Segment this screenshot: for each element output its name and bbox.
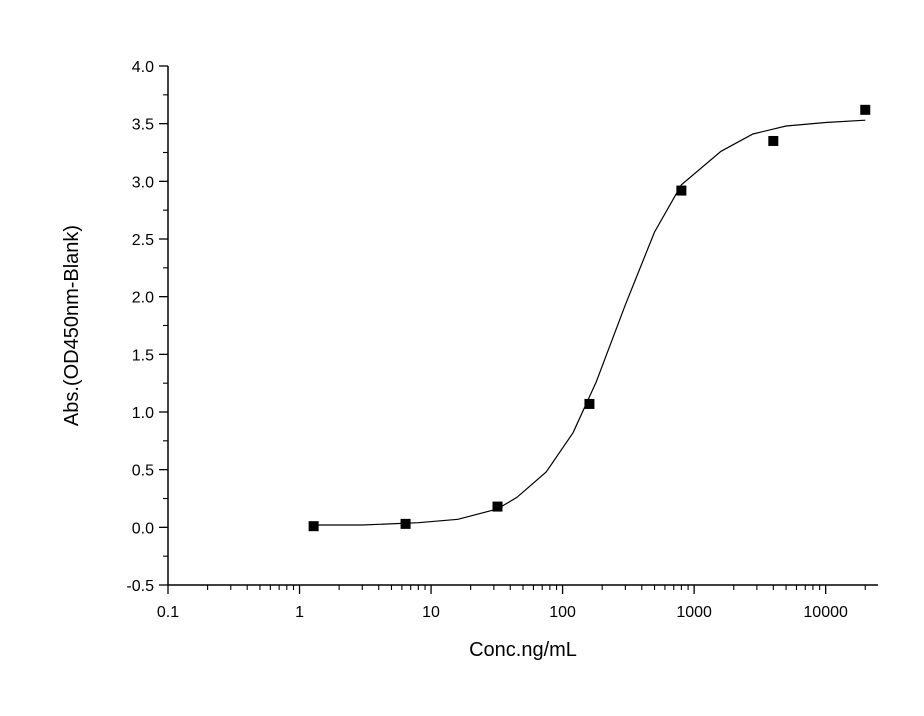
y-axis-label: Abs.(OD450nm-Blank)	[61, 225, 83, 426]
data-point	[584, 398, 595, 409]
x-tick-label: 10000	[803, 604, 848, 621]
y-tick-label: 3.5	[132, 117, 154, 134]
y-tick-label: 0.5	[132, 463, 154, 480]
x-tick-label: 10	[422, 604, 440, 621]
y-tick-label: 2.5	[132, 232, 154, 249]
data-point	[400, 518, 411, 529]
y-tick-label: 1.5	[132, 347, 154, 364]
data-point	[492, 501, 503, 512]
y-tick-label: -0.5	[126, 578, 154, 595]
y-tick-label: 2.0	[132, 290, 154, 307]
data-point	[768, 135, 779, 146]
y-tick-label: 0.0	[132, 520, 154, 537]
data-point	[676, 185, 687, 196]
x-tick-label: 100	[549, 604, 576, 621]
fit-curve	[313, 119, 866, 526]
y-tick-label: 1.0	[132, 405, 154, 422]
data-point	[860, 104, 871, 115]
x-tick-label: 0.1	[157, 604, 179, 621]
fit-curve-group	[313, 119, 866, 526]
y-tick-label: 4.0	[132, 59, 154, 76]
ticks: -0.5 0.0 0.5 1.0 1.5 2.0 2.5 3.0 3.5 4.0 0.1 1 10 100…	[126, 59, 866, 621]
data-point	[308, 521, 319, 532]
y-tick-label: 3.0	[132, 174, 154, 191]
x-tick-label: 1000	[676, 604, 712, 621]
data-points	[308, 104, 871, 532]
x-axis-label: Conc.ng/mL	[469, 639, 577, 661]
x-tick-label: 1	[295, 604, 304, 621]
